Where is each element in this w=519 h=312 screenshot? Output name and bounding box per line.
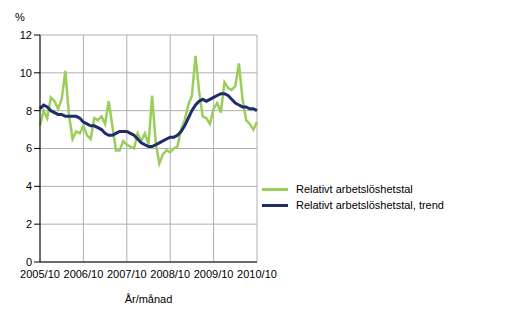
svg-text:2007/10: 2007/10 (107, 268, 147, 280)
svg-text:4: 4 (26, 180, 32, 192)
svg-text:8: 8 (26, 105, 32, 117)
svg-text:6: 6 (26, 142, 32, 154)
svg-text:2008/10: 2008/10 (150, 268, 190, 280)
svg-text:2005/10: 2005/10 (20, 268, 60, 280)
svg-text:0: 0 (26, 256, 32, 268)
html-text:Relativt arbetslöshetstal: Relativt arbetslöshetstal (296, 183, 413, 195)
svg-text:2006/10: 2006/10 (64, 268, 104, 280)
svg-text:2: 2 (26, 218, 32, 230)
svg-text:10: 10 (20, 67, 32, 79)
html-text:Relativt arbetslöshetstal, tre: Relativt arbetslöshetstal, trend (296, 199, 444, 211)
svg-text:2010/10: 2010/10 (237, 268, 277, 280)
svg-text:År/månad: År/månad (125, 293, 173, 305)
svg-text:2009/10: 2009/10 (194, 268, 234, 280)
svg-text:%: % (15, 11, 25, 23)
svg-text:12: 12 (20, 29, 32, 41)
